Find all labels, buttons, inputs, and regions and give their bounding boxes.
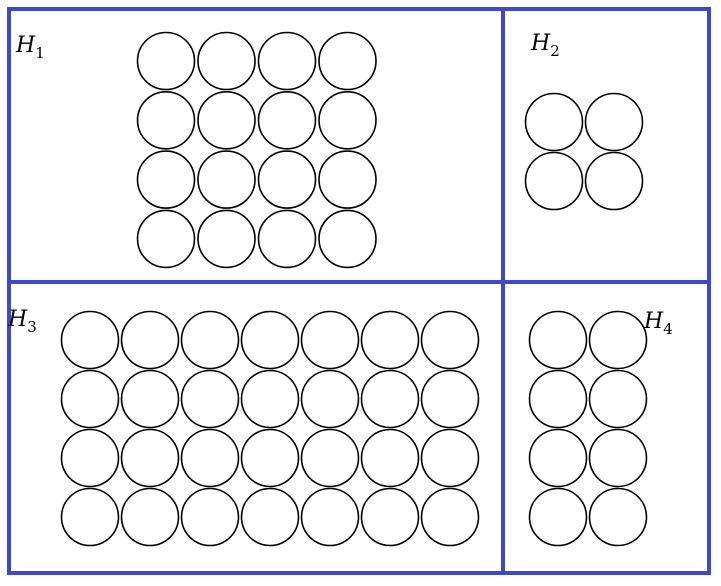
region-frame <box>7 7 711 575</box>
h2-circle <box>584 151 644 211</box>
h1-circle <box>257 91 317 150</box>
h3-circle <box>120 428 180 488</box>
h1-circle <box>257 31 317 91</box>
h3-circle <box>60 487 120 547</box>
region-h2-circles <box>524 92 644 211</box>
region-h1-circles <box>136 31 377 269</box>
h3-circle <box>120 369 180 429</box>
region-h3-circles <box>60 310 480 547</box>
region-h4-circles <box>528 310 648 547</box>
h3-circle <box>300 310 360 370</box>
h3-circle <box>240 310 300 370</box>
h1-circle <box>197 31 256 91</box>
h1-circle <box>318 150 377 209</box>
h1-circle <box>318 91 377 150</box>
h4-circle <box>528 310 588 370</box>
h3-circle <box>60 428 120 488</box>
h3-circle <box>420 310 480 370</box>
h1-circle <box>136 31 196 91</box>
h1-circle <box>197 91 256 150</box>
h1-circle <box>136 209 196 269</box>
h4-circle <box>528 369 588 429</box>
h1-circle <box>318 31 377 91</box>
label-h1: H1 <box>15 33 45 62</box>
h4-circle <box>528 487 588 547</box>
h4-circle <box>588 310 648 370</box>
h3-circle <box>300 428 360 488</box>
label-h4: H4 <box>643 309 673 338</box>
h3-circle <box>180 428 240 488</box>
outer-border <box>7 7 711 575</box>
region-labels: H1 H2 H3 H4 <box>7 31 673 338</box>
h3-circle <box>420 487 480 547</box>
h3-circle <box>300 487 360 547</box>
h1-circle <box>136 150 196 209</box>
h2-circle <box>524 92 584 152</box>
h3-circle <box>60 369 120 429</box>
h4-circle <box>588 487 648 547</box>
h3-circle <box>360 487 420 547</box>
h3-circle <box>300 369 360 429</box>
h4-circle <box>588 428 648 488</box>
label-h3: H3 <box>7 307 37 336</box>
h1-circle <box>257 209 317 269</box>
h3-circle <box>360 428 420 488</box>
h1-circle <box>197 209 256 269</box>
h1-circle <box>257 150 317 209</box>
h2-circle <box>524 151 584 211</box>
h2-circle <box>584 92 644 152</box>
h3-circle <box>180 310 240 370</box>
h4-circle <box>528 428 588 488</box>
h3-circle <box>360 310 420 370</box>
h3-circle <box>60 310 120 370</box>
h3-circle <box>360 369 420 429</box>
h1-circle <box>318 209 377 269</box>
h3-circle <box>240 428 300 488</box>
h3-circle <box>180 369 240 429</box>
label-h2: H2 <box>530 31 560 60</box>
h3-circle <box>120 487 180 547</box>
h3-circle <box>420 428 480 488</box>
h3-circle <box>420 369 480 429</box>
h3-circle <box>120 310 180 370</box>
h3-circle <box>240 369 300 429</box>
h1-circle <box>197 150 256 209</box>
h4-circle <box>588 369 648 429</box>
h3-circle <box>240 487 300 547</box>
h1-circle <box>136 91 196 150</box>
h3-circle <box>180 487 240 547</box>
